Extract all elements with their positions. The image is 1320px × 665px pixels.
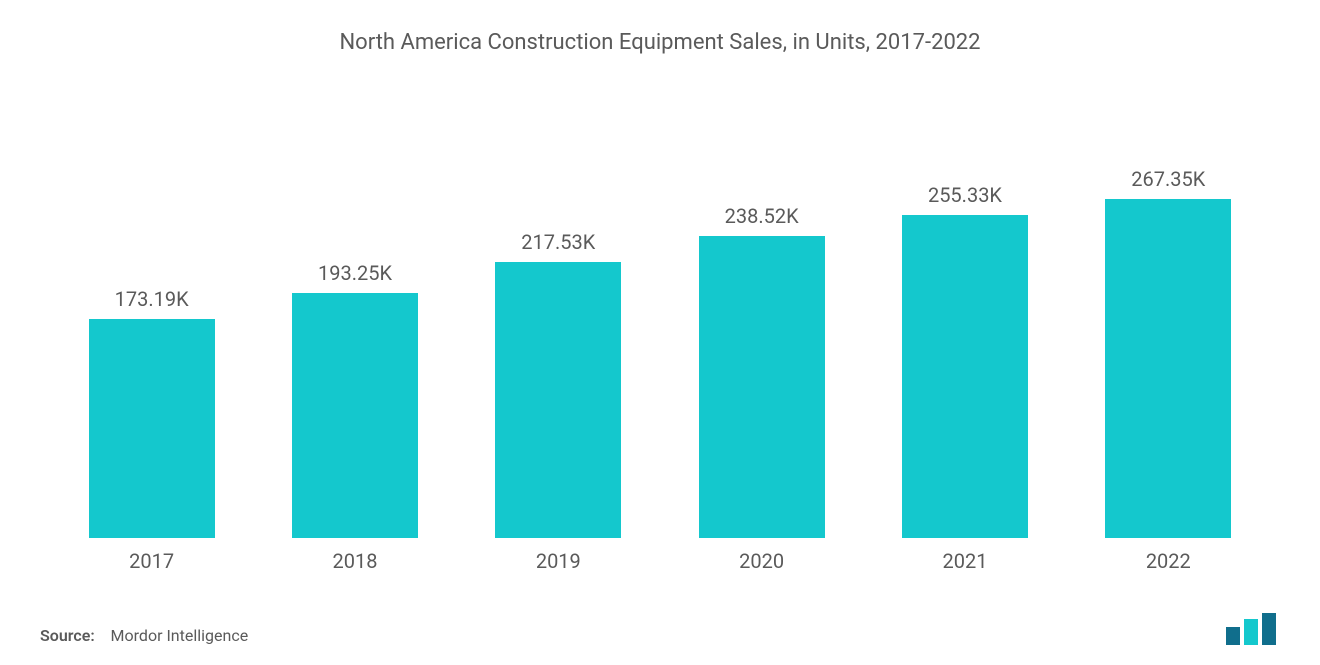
chart-footer: Source: Mordor Intelligence	[40, 573, 1280, 645]
bar-value-label: 255.33K	[928, 183, 1002, 207]
bar-wrap: 255.33K	[902, 105, 1028, 538]
bar-value-label: 217.53K	[521, 230, 595, 254]
chart-container: North America Construction Equipment Sal…	[0, 0, 1320, 665]
bar-value-label: 173.19K	[115, 287, 189, 311]
x-axis: 201720182019202020212022	[40, 538, 1280, 573]
bar	[292, 293, 418, 538]
bar-wrap: 193.25K	[292, 105, 418, 538]
bar	[495, 262, 621, 538]
bar-wrap: 217.53K	[495, 105, 621, 538]
brand-logo-icon	[1224, 613, 1280, 645]
bar-group: 255.33K	[863, 105, 1066, 538]
bar-value-label: 193.25K	[318, 261, 392, 285]
bar-wrap: 267.35K	[1105, 105, 1231, 538]
source-label: Source:	[40, 626, 95, 645]
bar	[902, 215, 1028, 538]
x-axis-tick: 2021	[863, 549, 1066, 573]
source-attribution: Source: Mordor Intelligence	[40, 626, 248, 645]
bar	[699, 236, 825, 538]
bar	[89, 319, 215, 538]
bar-wrap: 173.19K	[89, 105, 215, 538]
bar-value-label: 238.52K	[725, 204, 799, 228]
bar-group: 193.25K	[253, 105, 456, 538]
bar-group: 173.19K	[50, 105, 253, 538]
bar-group: 238.52K	[660, 105, 863, 538]
x-axis-tick: 2022	[1067, 549, 1270, 573]
chart-title: North America Construction Equipment Sal…	[40, 30, 1280, 55]
x-axis-tick: 2017	[50, 549, 253, 573]
source-value: Mordor Intelligence	[111, 626, 249, 645]
plot-area: 173.19K 193.25K 217.53K 238.52K 255.33K 267.3…	[40, 65, 1280, 538]
x-axis-tick: 2019	[457, 549, 660, 573]
x-axis-tick: 2020	[660, 549, 863, 573]
bar-wrap: 238.52K	[699, 105, 825, 538]
bar-value-label: 267.35K	[1131, 167, 1205, 191]
x-axis-tick: 2018	[253, 549, 456, 573]
bar-group: 267.35K	[1067, 105, 1270, 538]
bar-group: 217.53K	[457, 105, 660, 538]
bar	[1105, 199, 1231, 538]
